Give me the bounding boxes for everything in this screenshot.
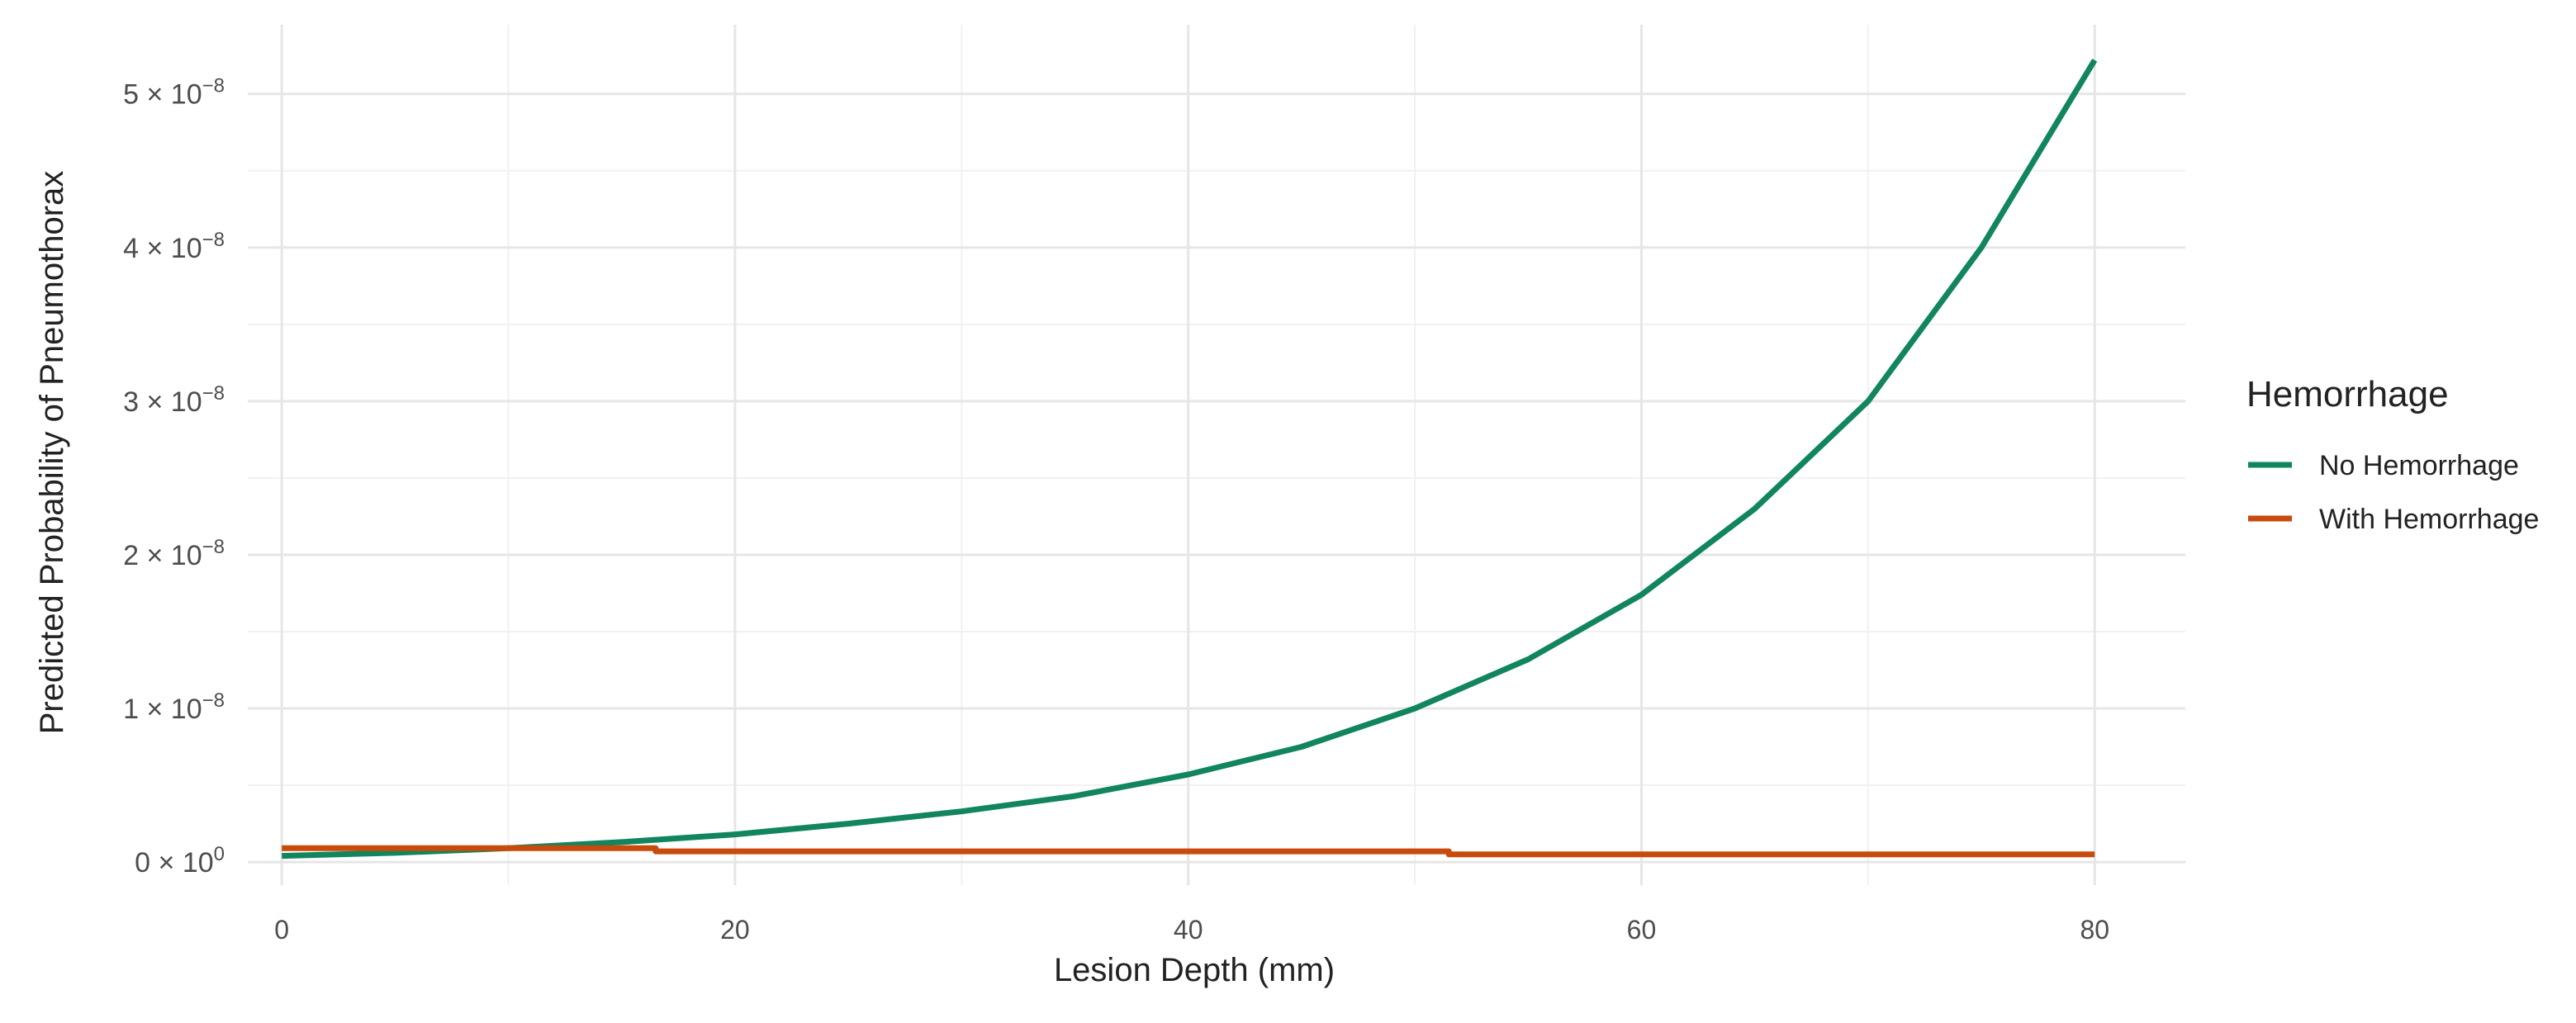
y-tick-label: 2 × 10−8 <box>123 536 225 571</box>
y-tick-label: 5 × 10−8 <box>123 75 225 111</box>
legend: Hemorrhage No Hemorrhage With Hemorrhage <box>2246 374 2539 535</box>
grid <box>248 25 2185 885</box>
legend-label-with-hemorrhage: With Hemorrhage <box>2319 504 2539 535</box>
x-tick-label: 60 <box>1627 915 1657 945</box>
series-line-with-hemorrhage <box>282 845 2095 858</box>
x-tick-label: 20 <box>720 915 750 945</box>
y-tick-label: 1 × 10−8 <box>123 689 225 725</box>
x-tick-label: 0 <box>274 915 289 945</box>
series-line-no-hemorrhage <box>282 58 2098 860</box>
y-tick-label: 3 × 10−8 <box>123 382 225 418</box>
series-lines <box>282 58 2098 860</box>
y-tick-label: 4 × 10−8 <box>123 229 225 264</box>
x-tick-label: 80 <box>2080 915 2109 945</box>
x-tick-label: 40 <box>1174 915 1203 945</box>
y-tick-label: 0 × 100 <box>135 843 225 879</box>
legend-title: Hemorrhage <box>2246 374 2449 414</box>
y-axis-label: Predicted Probability of Pneumothorax <box>34 171 70 735</box>
axes: 0 20 40 60 80 0 × 100 1 × 10−8 2 × 10−8 3 × 10−8… <box>123 75 2109 945</box>
x-axis-label: Lesion Depth (mm) <box>1054 952 1335 988</box>
legend-label-no-hemorrhage: No Hemorrhage <box>2319 450 2519 481</box>
